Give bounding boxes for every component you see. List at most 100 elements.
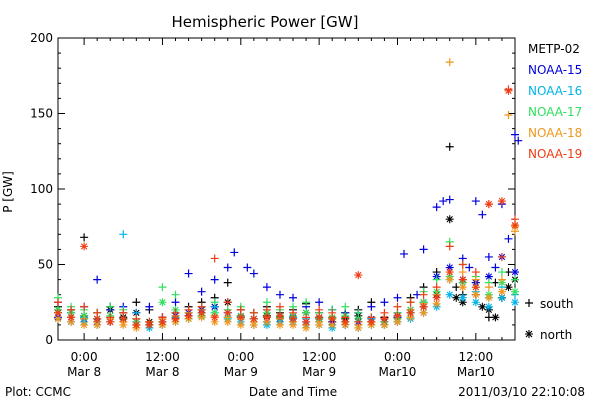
- noaa-19-south-point: [354, 317, 363, 326]
- noaa-19-south-point: [210, 254, 219, 263]
- noaa-15-south-point: [514, 136, 523, 145]
- noaa-17-south-point: [497, 268, 506, 277]
- noaa-16-north-point: [458, 293, 467, 302]
- metp-02-south-point: [223, 278, 232, 287]
- noaa-19-south-point: [223, 298, 232, 307]
- metp-02-south-point: [445, 142, 454, 151]
- noaa-18-north-point: [328, 320, 337, 329]
- noaa-15-south-point: [491, 263, 500, 272]
- noaa-15-south-point: [367, 302, 376, 311]
- noaa-15-south-point: [289, 293, 298, 302]
- noaa-15-south-point: [145, 302, 154, 311]
- noaa-19-north-point: [511, 221, 519, 230]
- noaa-15-south-point: [171, 298, 180, 307]
- metp-02-north-point: [478, 302, 487, 311]
- noaa-16-north-point: [511, 298, 519, 307]
- metp-02-south-point: [132, 298, 141, 307]
- noaa-19-north-point: [80, 242, 89, 251]
- legend-entry: NOAA-18: [528, 126, 582, 140]
- noaa-18-north-point: [119, 320, 128, 329]
- noaa-18-north-point: [458, 283, 467, 292]
- noaa-17-south-point: [158, 283, 167, 292]
- marker-legend-label: north: [540, 328, 572, 342]
- x-tick-date-label: Mar 9: [302, 365, 336, 379]
- noaa-19-north-point: [406, 308, 415, 317]
- noaa-19-north-point: [302, 317, 311, 326]
- noaa-19-north-point: [289, 314, 298, 323]
- noaa-18-north-point: [445, 275, 454, 284]
- x-tick-label: 12:00: [145, 350, 180, 364]
- noaa-19-north-point: [67, 313, 76, 322]
- legend-entry: NOAA-15: [528, 63, 582, 77]
- noaa-15-south-point: [432, 203, 441, 212]
- noaa-15-south-point: [393, 293, 402, 302]
- noaa-19-south-point: [80, 302, 89, 311]
- marker-legend: south north: [525, 297, 574, 342]
- noaa-19-north-point: [249, 314, 258, 323]
- noaa-15-south-point: [197, 287, 206, 296]
- noaa-15-south-point: [315, 298, 324, 307]
- noaa-18-north-point: [406, 313, 415, 322]
- chart-title: Hemispheric Power [GW]: [172, 13, 359, 31]
- noaa-17-south-point: [106, 302, 115, 311]
- noaa-15-south-point: [484, 252, 493, 261]
- noaa-15-south-point: [210, 275, 219, 284]
- metp-02-south-point: [80, 233, 89, 242]
- noaa-18-north-point: [432, 299, 441, 308]
- y-tick-label: 50: [38, 258, 53, 272]
- noaa-19-south-point: [471, 268, 480, 277]
- noaa-15-south-point: [249, 269, 258, 278]
- legend-entry: NOAA-16: [528, 84, 582, 98]
- noaa-15-north-point: [484, 272, 493, 281]
- noaa-15-south-point: [93, 275, 102, 284]
- noaa-18-north-point: [54, 314, 62, 323]
- noaa-19-north-point: [145, 320, 154, 329]
- noaa-18-north-point: [302, 323, 311, 332]
- noaa-15-north-point: [511, 268, 519, 277]
- noaa-18-south-point: [484, 283, 493, 292]
- timestamp: 2011/03/10 22:10:08: [458, 385, 585, 399]
- noaa-19-north-point: [262, 313, 271, 322]
- x-tick-date-label: Mar10: [379, 365, 417, 379]
- noaa-18-north-point: [289, 320, 298, 329]
- noaa-17-south-point: [171, 290, 180, 299]
- noaa-18-south-point: [458, 268, 467, 277]
- noaa-15-south-point: [478, 210, 487, 219]
- noaa-19-south-point: [236, 305, 245, 314]
- noaa-19-north-point: [367, 317, 376, 326]
- noaa-15-south-point: [262, 283, 271, 292]
- metp-02-north-point: [491, 313, 500, 322]
- noaa-19-north-point: [171, 314, 180, 323]
- noaa-18-south-point: [497, 275, 506, 284]
- noaa-19-north-point: [275, 311, 284, 320]
- noaa-17-south-point: [341, 302, 350, 311]
- noaa-19-north-point: [54, 308, 62, 317]
- data-points: [54, 58, 523, 332]
- noaa-19-south-point: [67, 305, 76, 314]
- noaa-18-north-point: [197, 313, 206, 322]
- marker-legend-label: south: [540, 297, 574, 311]
- x-tick-date-label: Mar 8: [145, 365, 179, 379]
- noaa-17-north-point: [158, 298, 167, 307]
- noaa-15-south-point: [439, 197, 448, 206]
- metp-02-north-point: [504, 283, 513, 292]
- noaa-17-south-point: [511, 275, 519, 284]
- noaa-19-south-point: [275, 302, 284, 311]
- noaa-19-south-point: [458, 260, 467, 269]
- noaa-17-south-point: [210, 298, 219, 307]
- noaa-19-north-point: [419, 302, 428, 311]
- x-tick-label: 12:00: [459, 350, 494, 364]
- noaa-15-south-point: [223, 263, 232, 272]
- noaa-17-north-point: [511, 287, 519, 296]
- noaa-18-north-point: [471, 290, 480, 299]
- noaa-15-south-point: [511, 130, 519, 139]
- plot-credit: Plot: CCMC: [5, 385, 71, 399]
- noaa-18-south-point: [445, 58, 454, 67]
- noaa-18-north-point: [262, 317, 271, 326]
- legend-entry: METP-02: [528, 42, 580, 56]
- noaa-19-south-point: [419, 290, 428, 299]
- noaa-17-north-point: [302, 308, 311, 317]
- noaa-19-north-point: [223, 308, 232, 317]
